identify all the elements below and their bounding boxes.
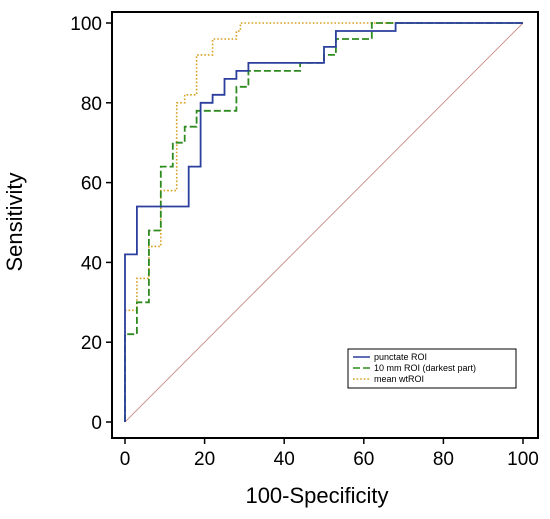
- y-tick-label: 80: [81, 94, 102, 115]
- series-line-10-mm-roi-darkest-part: [124, 22, 523, 422]
- x-axis-title: 100-Specificity: [245, 483, 388, 508]
- x-tick-label: 20: [194, 449, 215, 470]
- x-tick-label: 0: [120, 449, 131, 470]
- legend-label-10mm-roi: 10 mm ROI (darkest part): [374, 363, 476, 373]
- roc-series-group: [124, 22, 523, 422]
- series-line-punctate-roi: [124, 22, 523, 422]
- plot-frame: [111, 11, 539, 439]
- x-tick-label: 80: [433, 449, 454, 470]
- y-tick-label: 20: [81, 333, 102, 354]
- y-axis-title: Sensitivity: [2, 172, 27, 271]
- legend: punctate ROI 10 mm ROI (darkest part) me…: [347, 348, 517, 389]
- reference-diagonal-line: [124, 22, 524, 423]
- y-tick-label: 60: [81, 174, 102, 195]
- x-tick-label: 40: [274, 449, 295, 470]
- x-axis: 0 20 40 60 80 100: [120, 438, 539, 470]
- y-tick-label: 100: [70, 14, 102, 35]
- series-line-mean-wtroi: [124, 22, 523, 422]
- legend-label-punctate-roi: punctate ROI: [374, 352, 427, 362]
- x-tick-label: 100: [507, 449, 539, 470]
- y-axis: 0 20 40 60 80 100: [70, 14, 112, 434]
- legend-box: [347, 348, 517, 389]
- x-tick-label: 60: [353, 449, 374, 470]
- y-tick-label: 0: [91, 413, 102, 434]
- y-tick-label: 40: [81, 253, 102, 274]
- plot-area: [111, 11, 539, 439]
- legend-label-mean-wtroi: mean wtROI: [374, 374, 424, 384]
